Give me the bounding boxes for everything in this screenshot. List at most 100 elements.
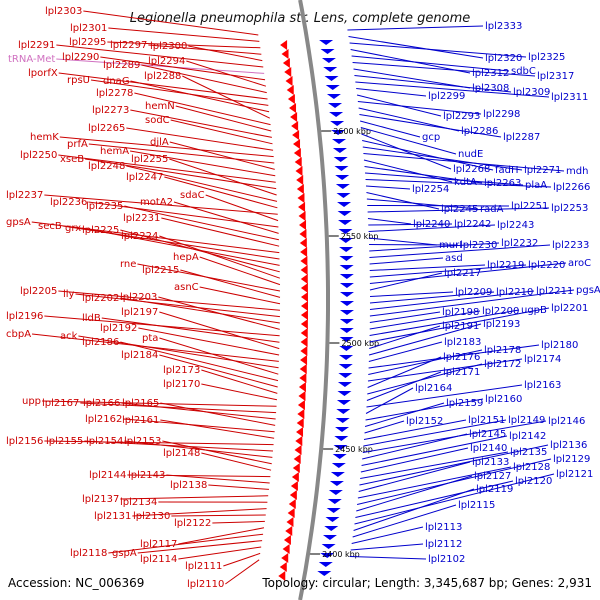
gene-label-right[interactable]: lpl2210 <box>496 287 533 298</box>
gene-label-right[interactable]: lpl2253 <box>551 203 588 214</box>
gene-label-left[interactable]: lpl2297 <box>110 40 147 51</box>
gene-label-right[interactable]: fadH <box>495 165 519 176</box>
gene-label-left[interactable]: lpl2131 <box>94 511 131 522</box>
gene-label-right[interactable]: pgsA <box>576 285 600 296</box>
gene-label-right[interactable]: lpl2286 <box>461 126 498 137</box>
gene-label-right[interactable]: lpl2325 <box>528 52 565 63</box>
gene-label-left[interactable]: rpsU <box>67 75 90 86</box>
gene-label-right[interactable]: lpl2198 <box>442 307 479 318</box>
gene-label-right[interactable]: lpl2149 <box>508 415 545 426</box>
gene-label-right[interactable]: nudE <box>458 149 483 160</box>
gene-label-right[interactable]: lpl2140 <box>470 443 507 454</box>
gene-label-left[interactable]: lpl2154 <box>86 436 123 447</box>
gene-label-left[interactable]: lpl2111 <box>185 561 222 572</box>
gene-label-right[interactable]: lpl2120 <box>515 476 552 487</box>
gene-label-right[interactable]: lpl2251 <box>511 201 548 212</box>
gene-label-left[interactable]: lpl2192 <box>100 323 137 334</box>
gene-label-left[interactable]: pta <box>142 333 158 344</box>
gene-label-right[interactable]: lpl2233 <box>552 240 589 251</box>
gene-label-left[interactable]: hepA <box>173 252 199 263</box>
gene-label-left[interactable]: hemK <box>30 132 59 143</box>
gene-label-left[interactable]: lpl2196 <box>6 311 43 322</box>
gene-label-right[interactable]: lpl2163 <box>524 380 561 391</box>
gene-label-left[interactable]: lpl2130 <box>133 511 170 522</box>
gene-label-right[interactable]: lpl2151 <box>468 415 505 426</box>
gene-label-left[interactable]: lpl2255 <box>131 154 168 165</box>
gene-label-right[interactable]: lpl2317 <box>537 71 574 82</box>
gene-label-left[interactable]: lpl2137 <box>82 494 119 505</box>
gene-label-right[interactable]: lpl2119 <box>476 484 513 495</box>
gene-label-right[interactable]: aroC <box>568 258 591 269</box>
gene-label-right[interactable]: murI <box>439 240 462 251</box>
gene-label-right[interactable]: lpl2232 <box>501 238 538 249</box>
gene-label-right[interactable]: lpl2135 <box>510 447 547 458</box>
gene-label-right[interactable]: lpl2293 <box>443 111 480 122</box>
gene-label-right[interactable]: lpl2142 <box>509 431 546 442</box>
gene-label-left[interactable]: lpl2138 <box>170 480 207 491</box>
gene-label-left[interactable]: grx <box>65 223 81 234</box>
gene-label-left[interactable]: lporfX <box>28 68 58 79</box>
gene-label-right[interactable]: lpl2178 <box>484 345 521 356</box>
gene-label-right[interactable]: asd <box>445 253 463 264</box>
gene-label-right[interactable]: lpl2263 <box>484 178 521 189</box>
gene-label-left[interactable]: lpl2278 <box>96 88 133 99</box>
gene-label-left[interactable]: lpl2143 <box>128 470 165 481</box>
gene-label-right[interactable]: gcp <box>422 132 440 143</box>
gene-label-right[interactable]: lpl2200 <box>482 306 519 317</box>
gene-label-right[interactable]: lpl2308 <box>472 83 509 94</box>
gene-label-left[interactable]: xseB <box>60 154 84 165</box>
gene-label-right[interactable]: lpl2129 <box>553 454 590 465</box>
gene-label-left[interactable]: lpl2110 <box>187 579 224 590</box>
gene-label-left[interactable]: lpl2250 <box>20 150 57 161</box>
gene-label-left[interactable]: lpl2265 <box>88 123 125 134</box>
gene-label-left[interactable]: gspA <box>112 548 137 559</box>
gene-label-left[interactable]: lpl2153 <box>124 436 161 447</box>
gene-label-left[interactable]: lpl2184 <box>121 350 158 361</box>
gene-label-left[interactable]: lpl2161 <box>122 415 159 426</box>
gene-label-right[interactable]: lpl2245 <box>441 204 478 215</box>
gene-label-right[interactable]: kdtA <box>454 177 477 188</box>
gene-label-left[interactable]: lpl2225 <box>82 225 119 236</box>
gene-label-left[interactable]: gpsA <box>6 217 31 228</box>
gene-label-right[interactable]: lpl2254 <box>412 184 449 195</box>
gene-label-left[interactable]: tRNA-Met <box>8 54 55 65</box>
gene-label-left[interactable]: lpl2294 <box>148 56 185 67</box>
gene-label-left[interactable]: lpl2235 <box>86 201 123 212</box>
gene-label-left[interactable]: lpl2144 <box>89 470 126 481</box>
gene-label-left[interactable]: lpl2162 <box>85 414 122 425</box>
gene-label-right[interactable]: lpl2127 <box>474 471 511 482</box>
gene-label-right[interactable]: lpl2145 <box>469 429 506 440</box>
gene-label-right[interactable]: lpl2115 <box>458 500 495 511</box>
gene-label-right[interactable]: plaA <box>525 180 547 191</box>
gene-label-left[interactable]: lly <box>63 289 75 300</box>
gene-label-right[interactable]: mdh <box>566 166 588 177</box>
gene-label-left[interactable]: lpl2205 <box>20 286 57 297</box>
gene-label-left[interactable]: hemN <box>145 101 175 112</box>
gene-label-left[interactable]: lpl2303 <box>45 6 82 17</box>
gene-label-left[interactable]: djlA <box>150 137 169 148</box>
gene-label-left[interactable]: motA2 <box>140 197 173 208</box>
gene-label-left[interactable]: sdaC <box>180 190 205 201</box>
gene-label-right[interactable]: lpl2172 <box>484 359 521 370</box>
gene-label-left[interactable]: lpl2165 <box>122 398 159 409</box>
gene-label-right[interactable]: lpl2128 <box>513 462 550 473</box>
gene-label-left[interactable]: lpl2118 <box>70 548 107 559</box>
gene-label-left[interactable]: lpl2300 <box>150 41 187 52</box>
gene-label-left[interactable]: lpl2148 <box>163 448 200 459</box>
gene-label-left[interactable]: lpl2290 <box>62 52 99 63</box>
gene-label-right[interactable]: lpl2242 <box>454 219 491 230</box>
gene-label-right[interactable]: lpl2298 <box>483 109 520 120</box>
gene-label-right[interactable]: lpl2133 <box>472 457 509 468</box>
gene-label-left[interactable]: secB <box>38 221 62 232</box>
gene-label-right[interactable]: lpl2230 <box>460 240 497 251</box>
gene-label-right[interactable]: lpl2183 <box>444 337 481 348</box>
gene-label-right[interactable]: lpl2271 <box>524 165 561 176</box>
gene-label-left[interactable]: upp <box>22 396 41 407</box>
gene-label-left[interactable]: lpl2237 <box>6 190 43 201</box>
gene-label-left[interactable]: lpl2289 <box>103 60 140 71</box>
gene-label-right[interactable]: lpl2243 <box>497 220 534 231</box>
gene-label-right[interactable]: lpl2299 <box>428 91 465 102</box>
gene-label-right[interactable]: lpl2217 <box>444 268 481 279</box>
gene-label-right[interactable]: lpl2320 <box>485 53 522 64</box>
gene-label-left[interactable]: asnC <box>174 282 199 293</box>
